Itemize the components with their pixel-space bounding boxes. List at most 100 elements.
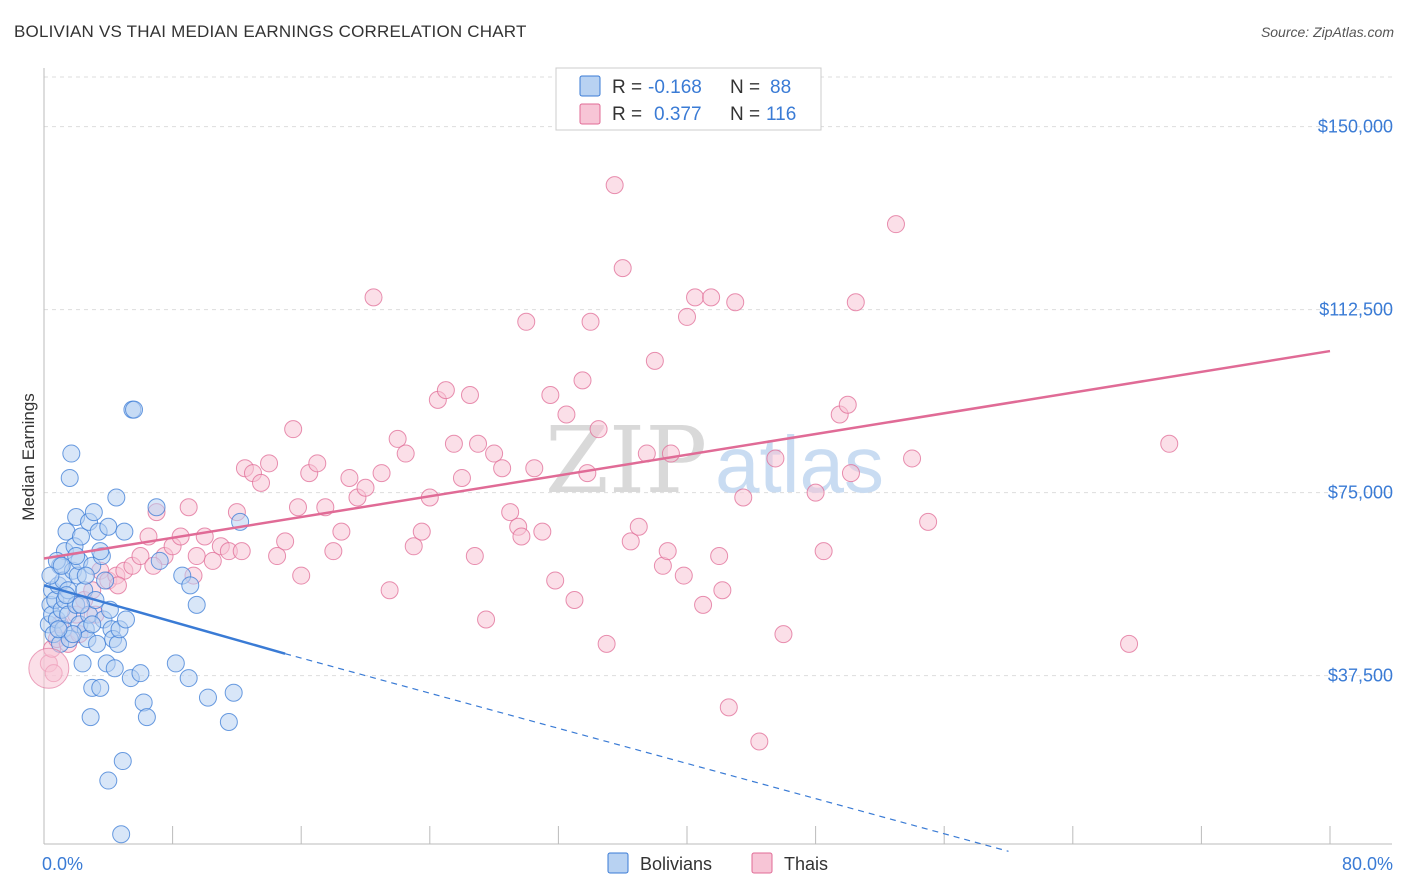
point-thais-28 [252,473,271,492]
bottom-legend-swatch-thais [751,852,773,874]
point-thais-57 [485,444,504,463]
point-thais-75 [629,517,648,536]
watermark: ZIP atlas [545,407,884,514]
series-thais [39,176,1179,751]
y-tick-label-2: $112,500 [1319,300,1393,320]
point-thais-63 [533,522,552,541]
point-thais-13 [131,547,150,566]
point-bolivians-28 [71,527,90,546]
point-thais-91 [750,732,769,751]
trend-line-thais [43,349,1331,560]
point-bolivians-18 [60,468,79,487]
series-bolivians [39,400,250,844]
point-thais-39 [340,468,359,487]
point-thais-68 [573,371,592,390]
series-legend: Bolivians Thais [607,852,828,874]
point-thais-89 [726,293,745,312]
point-thais-29 [260,454,279,473]
legend-r-value-thais: 0.377 [654,104,702,125]
y-tick-label-0: $37,500 [1328,666,1393,686]
y-axis-label: Median Earnings [19,393,38,521]
legend-r-label-bolivians: R = [612,77,642,98]
point-thais-62 [525,459,544,478]
data-points [28,176,1179,844]
point-thais-99 [846,293,865,312]
point-thais-97 [838,395,857,414]
legend-swatch-thais [579,103,601,125]
point-thais-54 [460,385,479,404]
point-thais-69 [581,312,600,331]
point-thais-100 [886,215,905,234]
point-thais-81 [674,566,693,585]
point-thais-44 [380,581,399,600]
point-thais-30 [268,547,287,566]
point-bolivians-73 [198,688,217,707]
point-thais-43 [372,464,391,483]
point-bolivians-68 [166,654,185,673]
legend-n-value-bolivians: 88 [770,77,791,98]
point-thais-77 [645,351,664,370]
legend-n-value-thais: 116 [766,104,796,125]
chart-title: BOLIVIAN VS THAI MEDIAN EARNINGS CORRELA… [14,22,527,41]
point-thais-47 [404,537,423,556]
point-thais-82 [678,307,696,326]
bottom-legend-label-thais: Thais [784,854,828,874]
point-bolivians-20 [62,444,81,463]
point-bolivians-79 [76,566,95,585]
point-thais-72 [605,176,624,195]
point-thais-108 [465,547,484,566]
point-thais-large [28,647,70,689]
point-thais-92 [766,449,785,468]
point-bolivians-56 [112,825,131,844]
point-thais-85 [702,288,721,307]
legend-swatch-bolivians [579,75,601,97]
point-thais-107 [288,498,307,517]
bottom-legend-swatch-bolivians [607,852,629,874]
chart-source: Source: ZipAtlas.com [1260,24,1394,40]
point-thais-90 [734,488,753,507]
point-bolivians-52 [105,659,124,678]
point-bolivians-47 [99,517,118,536]
x-tick-label-1: 80.0% [1342,854,1393,874]
y-tick-label-3: $150,000 [1318,117,1393,137]
point-bolivians-58 [115,522,134,541]
point-thais-101 [903,449,922,468]
point-bolivians-83 [67,547,86,566]
point-bolivians-29 [73,654,92,673]
point-thais-88 [719,698,738,717]
point-thais-86 [710,547,729,566]
point-bolivians-35 [81,708,100,727]
point-thais-93 [774,625,793,644]
point-thais-48 [412,522,431,541]
point-thais-103 [1120,634,1139,653]
trend-line-bolivians [43,584,286,655]
point-thais-66 [557,405,576,424]
point-thais-46 [396,444,415,463]
point-bolivians-45 [96,571,115,590]
point-thais-37 [324,542,343,561]
point-bolivians-70 [179,669,198,688]
point-thais-71 [597,634,616,653]
legend-r-label-thais: R = [612,104,642,125]
y-tick-label-1: $75,000 [1328,483,1393,503]
point-bolivians-74 [219,712,238,731]
point-thais-20 [187,547,206,566]
point-thais-79 [658,542,677,561]
point-bolivians-86 [71,595,90,614]
point-thais-53 [452,468,471,487]
point-bolivians-72 [187,595,206,614]
point-thais-22 [203,551,222,570]
point-thais-41 [356,478,375,497]
point-thais-59 [501,503,520,522]
point-thais-38 [332,522,351,541]
point-thais-95 [814,542,833,561]
point-thais-104 [1160,434,1179,453]
point-bolivians-42 [91,678,110,697]
x-tick-labels: 0.0% 80.0% [42,854,1393,874]
point-thais-42 [364,288,383,307]
bottom-legend-label-bolivians: Bolivians [640,854,712,874]
point-thais-58 [493,459,512,478]
point-thais-33 [292,566,311,585]
point-bolivians-85 [49,620,68,639]
